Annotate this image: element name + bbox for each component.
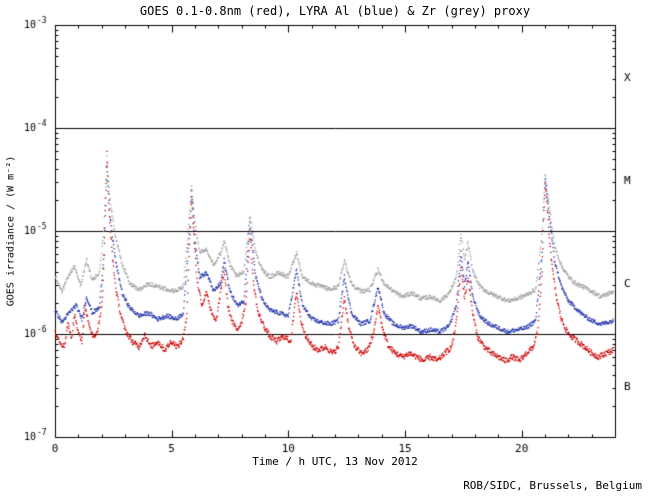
x-axis-label: Time / h UTC, 13 Nov 2012 [252,455,418,468]
chart-title: GOES 0.1-0.8nm (red), LYRA Al (blue) & Z… [139,4,531,18]
y-axis-label: GOES irradiance / (W m⁻²) [5,155,17,307]
credit-text: ROB/SIDC, Brussels, Belgium [463,479,642,492]
